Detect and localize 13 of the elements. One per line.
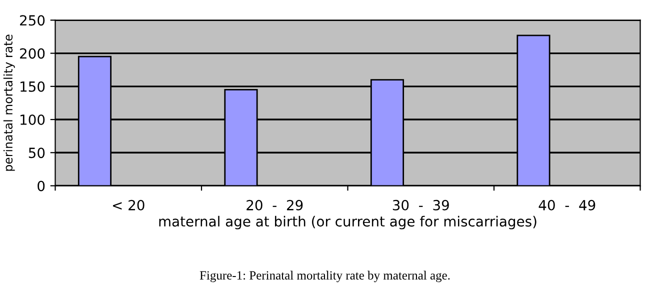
y-tick-label: 200 [20,48,45,59]
x-tick-label: 40 - 49 [538,200,596,210]
x-axis-title: maternal age at birth (or current age for miscarriages) [159,216,536,230]
y-tick-label: 150 [20,81,45,92]
x-tick-label: < 20 [112,200,144,210]
y-tick-label: 250 [20,15,45,26]
y-tick-label: 0 [38,180,45,192]
x-tick-label: 30 - 39 [392,200,449,210]
text: Figure-1: Perinatal mortality rate by maternal age. [200,270,450,282]
y-axis-title: perinatal mortality rate [3,34,15,171]
x-tick-label: 20 - 29 [246,200,303,210]
y-tick-label: 100 [20,114,45,125]
y-tick-label: 50 [28,148,45,158]
